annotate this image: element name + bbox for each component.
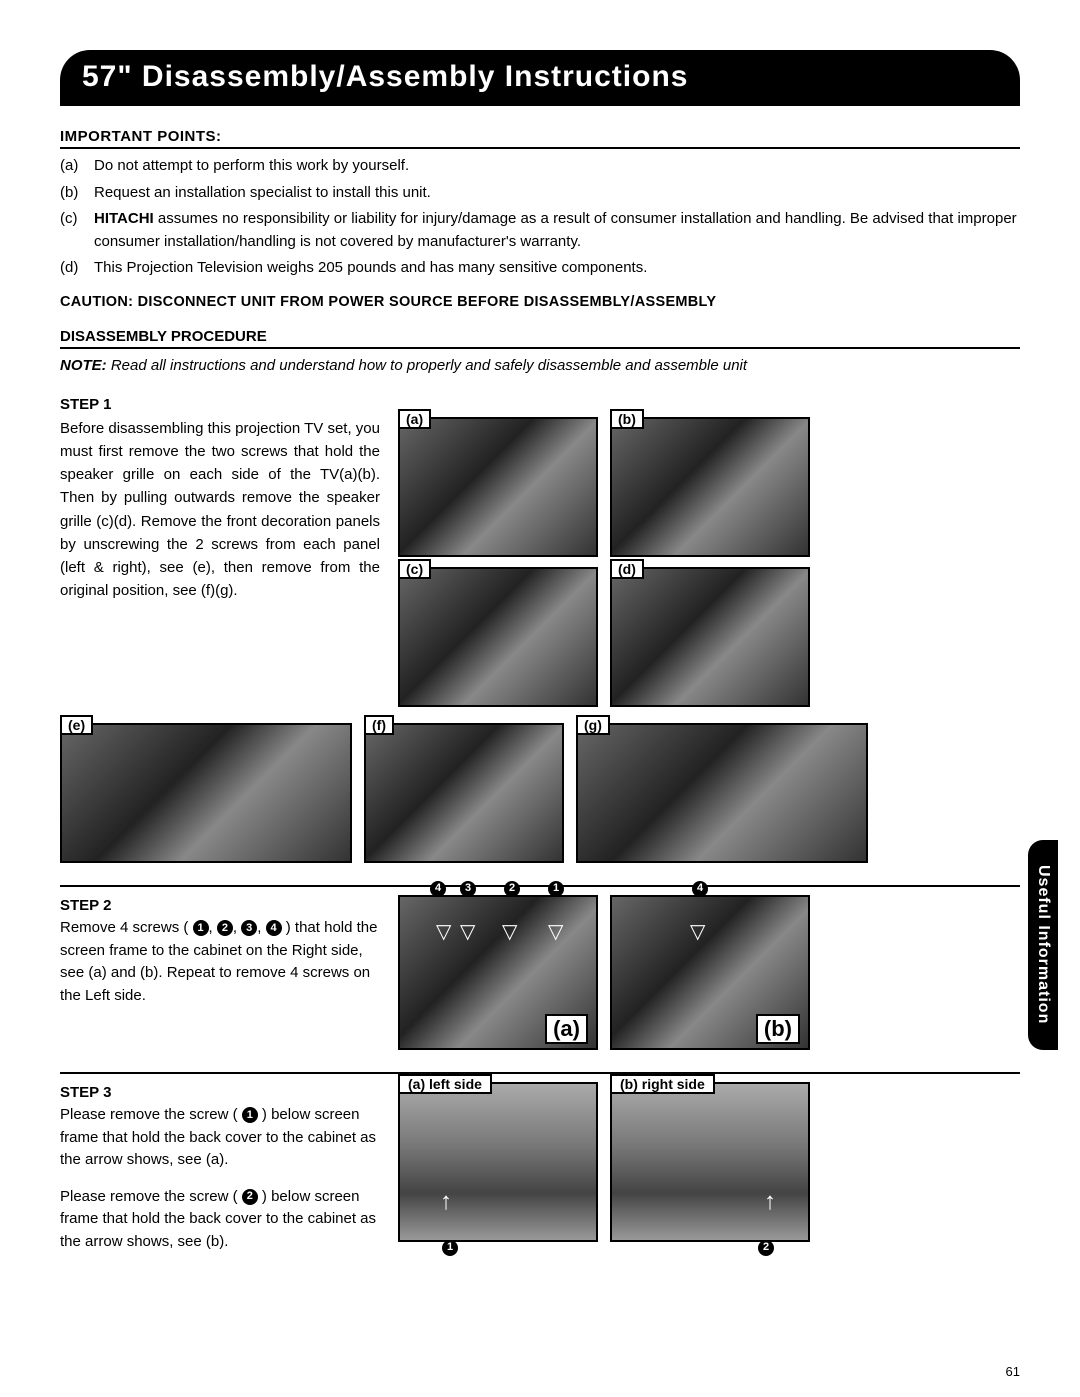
note-block: NOTE: Read all instructions and understa… [60, 357, 1020, 374]
divider [60, 1072, 1020, 1074]
arrow-up-icon: ↑ [440, 1188, 452, 1216]
photo-caption: (b) right side [610, 1074, 715, 1094]
arrow-down-icon: ▽ [548, 919, 563, 944]
num-circle-icon: 3 [241, 920, 257, 936]
point-label: (d) [60, 257, 84, 280]
step2-text-col: Step 2 Remove 4 screws ( 1, 2, 3, 4 ) th… [60, 895, 380, 1050]
photo-tag: (a) [545, 1014, 588, 1044]
photo-d: (d) [610, 567, 810, 707]
photo-g: (g) [576, 723, 868, 863]
step2-paragraph: Remove 4 screws ( 1, 2, 3, 4 ) that hold… [60, 917, 380, 1007]
photo-step3-a: (a) left side ↑ 1 [398, 1082, 598, 1242]
page-title-bar: 57" Disassembly/Assembly Instructions [60, 50, 1020, 106]
point-row: (b) Request an installation specialist t… [60, 182, 1020, 205]
photo-tag: (b) [756, 1014, 800, 1044]
point-row: (d) This Projection Television weighs 20… [60, 257, 1020, 280]
num-circle-icon: 4 [266, 920, 282, 936]
num-circle-icon: 2 [242, 1189, 258, 1205]
num-circle-icon: 1 [242, 1107, 258, 1123]
point-label: (b) [60, 182, 84, 205]
point-row: (c) HITACHI assumes no responsibility or… [60, 208, 1020, 253]
photo-c: (c) [398, 567, 598, 707]
step3-label: Step 3 [60, 1082, 380, 1105]
num-circle-icon: 2 [217, 920, 233, 936]
num-circle-icon: 3 [460, 881, 476, 897]
top-num-row: 4 3 2 1 [430, 881, 564, 897]
photo-step2-a: 4 3 2 1 ▽ ▽ ▽ ▽ (a) [398, 895, 598, 1050]
step2-label: Step 2 [60, 895, 380, 918]
photo-step3-b: (b) right side ↑ 2 [610, 1082, 810, 1242]
photo-tag: (d) [610, 559, 644, 579]
image-row-efg: (e) (f) (g) [60, 723, 1020, 863]
brand-bold: HITACHI [94, 210, 154, 227]
note-text: Read all instructions and understand how… [111, 357, 747, 374]
t: Remove 4 screws ( [60, 919, 188, 936]
procedure-heading: DISASSEMBLY PROCEDURE [60, 328, 1020, 349]
point-text: HITACHI assumes no responsibility or lia… [94, 208, 1020, 253]
step1-block: Before disassembling this projection TV … [60, 417, 1020, 717]
arrow-down-icon: ▽ [436, 919, 451, 944]
arrow-down-icon: ▽ [502, 919, 517, 944]
top-num-row: 4 [692, 881, 708, 897]
arrow-down-icon: ▽ [690, 919, 705, 944]
point-text: Request an installation specialist to in… [94, 182, 431, 205]
photo-a: (a) [398, 417, 598, 557]
important-points-list: (a) Do not attempt to perform this work … [60, 155, 1020, 280]
t: Please remove the screw ( [60, 1106, 238, 1123]
num-circle-icon: 2 [504, 881, 520, 897]
manual-page: 57" Disassembly/Assembly Instructions Im… [0, 0, 1080, 1397]
t: , [209, 919, 217, 936]
step2-images: 4 3 2 1 ▽ ▽ ▽ ▽ (a) 4 ▽ (b) [398, 895, 1020, 1050]
image-row: (c) (d) [398, 567, 1020, 707]
point-text: Do not attempt to perform this work by y… [94, 155, 409, 178]
photo-tag: (e) [60, 715, 93, 735]
num-circle-icon: 1 [442, 1240, 458, 1256]
step3-block: Step 3 Please remove the screw ( 1 ) bel… [60, 1082, 1020, 1268]
photo-caption: (a) left side [398, 1074, 492, 1094]
point-c-post: assumes no responsibility or liability f… [94, 210, 1017, 250]
photo-tag: (c) [398, 559, 431, 579]
photo-tag: (a) [398, 409, 431, 429]
point-text: This Projection Television weighs 205 po… [94, 257, 647, 280]
num-circle-icon: 4 [692, 881, 708, 897]
step3-text-col: Step 3 Please remove the screw ( 1 ) bel… [60, 1082, 380, 1268]
photo-tag: (b) [610, 409, 644, 429]
arrow-up-icon: ↑ [764, 1188, 776, 1216]
arrow-down-icon: ▽ [460, 919, 475, 944]
photo-tag: (g) [576, 715, 610, 735]
num-circle-icon: 1 [548, 881, 564, 897]
important-heading: Important Points: [60, 128, 1020, 149]
step2-block: Step 2 Remove 4 screws ( 1, 2, 3, 4 ) th… [60, 895, 1020, 1050]
point-label: (c) [60, 208, 84, 253]
step1-images: (a) (b) (c) (d) [398, 417, 1020, 717]
step3-para1: Please remove the screw ( 1 ) below scre… [60, 1104, 380, 1172]
page-number: 61 [1006, 1364, 1020, 1379]
photo-f: (f) [364, 723, 564, 863]
point-row: (a) Do not attempt to perform this work … [60, 155, 1020, 178]
step1-label: Step 1 [60, 396, 1020, 413]
caution-text: Caution: Disconnect unit from power sour… [60, 294, 1020, 310]
note-label: NOTE: [60, 357, 107, 374]
page-title: 57" Disassembly/Assembly Instructions [82, 60, 688, 93]
point-label: (a) [60, 155, 84, 178]
step1-text: Before disassembling this projection TV … [60, 417, 380, 717]
photo-e: (e) [60, 723, 352, 863]
step3-para2: Please remove the screw ( 2 ) below scre… [60, 1186, 380, 1254]
num-circle-icon: 2 [758, 1240, 774, 1256]
t: Please remove the screw ( [60, 1188, 238, 1205]
photo-step2-b: 4 ▽ (b) [610, 895, 810, 1050]
num-circle-icon: 1 [193, 920, 209, 936]
step3-images: (a) left side ↑ 1 (b) right side ↑ 2 [398, 1082, 1020, 1268]
side-tab: Useful Information [1028, 840, 1058, 1050]
t: , [233, 919, 241, 936]
photo-tag: (f) [364, 715, 394, 735]
num-circle-icon: 4 [430, 881, 446, 897]
photo-b: (b) [610, 417, 810, 557]
image-row: (a) (b) [398, 417, 1020, 557]
t: , [257, 919, 265, 936]
